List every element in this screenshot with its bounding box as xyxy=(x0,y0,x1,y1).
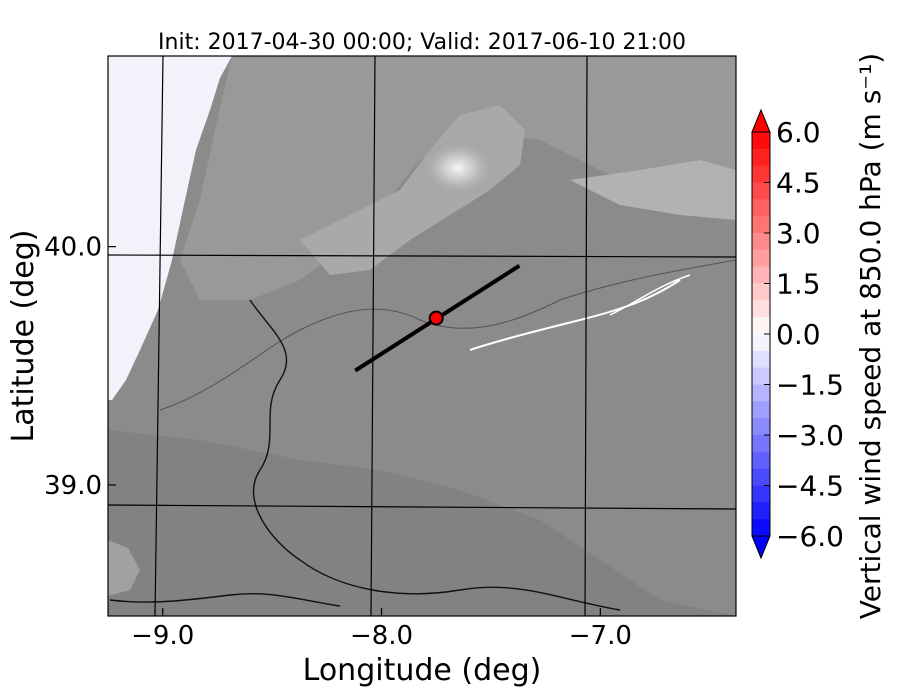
colorbar-segment xyxy=(752,148,770,167)
graticule xyxy=(108,56,736,616)
colorbar: 6.0 4.5 3.0 1.5 0.0 −1.5 −3.0 −4.5 −6.0 xyxy=(751,108,844,560)
colorbar-label: Vertical wind speed at 850.0 hPa (m s⁻¹) xyxy=(854,53,887,619)
colorbar-tick-label: −6.0 xyxy=(776,520,844,553)
y-axis-ticks: 39.0 40.0 xyxy=(44,233,116,501)
colorbar-segment xyxy=(752,317,770,335)
colorbar-tick-label: −3.0 xyxy=(776,419,844,452)
colorbar-segment xyxy=(752,233,770,251)
summit-highlight xyxy=(418,138,498,198)
colorbar-tick-label: 1.5 xyxy=(776,268,821,301)
y-tick-label: 40.0 xyxy=(44,233,102,263)
river xyxy=(609,274,691,316)
x-tick-label: −8.0 xyxy=(350,621,413,651)
colorbar-segment xyxy=(752,300,770,318)
colorbar-segment xyxy=(752,519,770,537)
colorbar-segment xyxy=(752,165,770,183)
map-panel xyxy=(108,56,736,616)
colorbar-segment xyxy=(752,199,770,217)
contour-line xyxy=(159,259,736,411)
colorbar-segment xyxy=(752,384,770,402)
river xyxy=(469,279,681,351)
y-axis-label: Latitude (deg) xyxy=(6,230,41,443)
gridline-lon-7 xyxy=(584,56,588,616)
colorbar-tick-label: −1.5 xyxy=(776,369,844,402)
colorbar-segment xyxy=(752,367,770,385)
location-marker xyxy=(428,310,444,326)
gridline-lon-9 xyxy=(154,56,164,616)
contour-line xyxy=(109,592,341,607)
terrain-band-east xyxy=(570,160,736,220)
colorbar-segment xyxy=(752,182,770,200)
colorbar-segment xyxy=(752,350,770,369)
chart-title: Init: 2017-04-30 00:00; Valid: 2017-06-1… xyxy=(158,30,686,55)
colorbar-tick-label: −4.5 xyxy=(776,470,844,503)
colorbar-segment xyxy=(752,266,770,284)
colorbar-segment xyxy=(752,216,770,234)
x-tick-label: −7.0 xyxy=(569,621,632,651)
colorbar-tick-label: 4.5 xyxy=(776,167,821,200)
colorbar-segment xyxy=(752,468,770,486)
gridline-lat-40 xyxy=(108,254,736,258)
colorbar-segment xyxy=(752,283,770,301)
colorbar-segment xyxy=(752,132,770,150)
colorbar-segment xyxy=(752,334,770,352)
gridline-lon-8 xyxy=(370,56,376,616)
colorbar-segment xyxy=(752,502,770,520)
x-axis-ticks: −9.0 −8.0 −7.0 xyxy=(131,608,632,651)
x-tick-label: −9.0 xyxy=(131,621,194,651)
colorbar-segment xyxy=(752,249,770,268)
colorbar-segment xyxy=(752,401,770,419)
x-axis-label: Longitude (deg) xyxy=(303,653,542,688)
colorbar-extend-high xyxy=(751,108,771,133)
colorbar-tick-label: 0.0 xyxy=(776,318,821,351)
colorbar-segment xyxy=(752,485,770,503)
overlay xyxy=(354,264,521,373)
ocean-area xyxy=(108,56,232,400)
colorbar-tick-label: 3.0 xyxy=(776,217,821,250)
colorbar-segment xyxy=(752,435,770,453)
colorbar-segment xyxy=(752,451,770,470)
colorbar-segment xyxy=(752,418,770,436)
lowland-dark xyxy=(108,430,736,616)
colorbar-extend-low xyxy=(751,535,771,560)
colorbar-tick-label: 6.0 xyxy=(776,116,821,149)
y-tick-label: 39.0 xyxy=(44,471,102,501)
contour-line xyxy=(249,299,621,611)
map-frame xyxy=(107,55,737,617)
gridline-lat-39 xyxy=(108,504,736,510)
